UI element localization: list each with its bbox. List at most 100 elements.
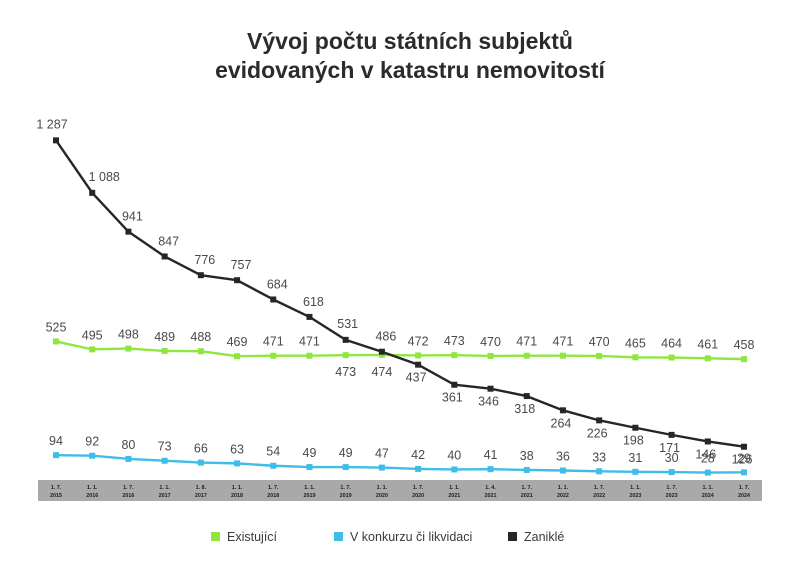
x-tick-label-day: 1. 1. <box>558 485 569 491</box>
data-point <box>270 352 277 359</box>
data-label: 847 <box>158 234 179 248</box>
data-point <box>596 352 603 359</box>
x-tick-label-day: 1. 4. <box>485 485 496 491</box>
x-tick-label-day: 1. 1. <box>377 485 388 491</box>
x-tick-label-year: 2023 <box>629 493 641 499</box>
x-tick-label-day: 1. 1. <box>87 485 98 491</box>
data-point <box>234 353 241 360</box>
data-point <box>270 462 277 469</box>
data-point <box>234 460 241 467</box>
x-tick-label-day: 1. 1. <box>159 485 170 491</box>
data-label: 495 <box>82 328 103 342</box>
data-label: 941 <box>122 210 143 224</box>
series-line-0 <box>55 340 745 361</box>
x-tick-label-year: 2016 <box>86 493 98 499</box>
x-tick-label-year: 2015 <box>50 493 62 499</box>
data-label: 30 <box>665 451 679 465</box>
data-point <box>523 393 530 400</box>
data-label: 198 <box>623 434 644 448</box>
data-point <box>487 385 494 392</box>
data-label: 31 <box>628 451 642 465</box>
data-label: 1 088 <box>89 170 120 184</box>
data-label: 73 <box>158 440 172 454</box>
data-label: 473 <box>335 365 356 379</box>
data-label: 92 <box>85 435 99 449</box>
x-tick-label-year: 2018 <box>267 493 279 499</box>
data-labels: 525 495 498 489 488 469 471 471 473 474 472 473 470 4… <box>36 117 754 466</box>
data-label: 465 <box>625 336 646 350</box>
x-tick-label-year: 2024 <box>702 493 714 499</box>
data-label: 473 <box>444 334 465 348</box>
data-point <box>89 189 96 196</box>
x-tick-label-day: 1. 1. <box>304 485 315 491</box>
data-point <box>53 338 59 345</box>
data-point <box>415 465 422 472</box>
data-label: 470 <box>589 335 610 349</box>
series-lines <box>55 139 745 474</box>
legend: Existující V konkurzu či likvidaci Zaniklé <box>211 530 564 544</box>
data-point <box>378 351 385 358</box>
legend-swatch <box>211 532 220 541</box>
data-label: 80 <box>121 438 135 452</box>
data-label: 469 <box>227 335 248 349</box>
x-tick-label-year: 2017 <box>195 493 207 499</box>
x-tick-label-year: 2019 <box>340 493 352 499</box>
x-tick-label-day: 1. 1. <box>630 485 641 491</box>
data-point <box>451 466 458 473</box>
data-label: 684 <box>267 277 288 291</box>
data-point <box>704 438 711 445</box>
data-point <box>632 424 639 431</box>
x-tick-label-year: 2017 <box>159 493 171 499</box>
data-label: 472 <box>408 334 429 348</box>
x-tick-label-day: 1. 7. <box>123 485 134 491</box>
data-label: 146 <box>695 447 716 461</box>
data-label: 49 <box>303 446 317 460</box>
chart-title: Vývoj počtu státních subjektů <box>247 28 573 54</box>
data-point <box>342 352 349 359</box>
data-point <box>632 468 639 475</box>
data-label: 531 <box>337 317 358 331</box>
data-label: 458 <box>734 338 755 352</box>
data-label: 226 <box>587 426 608 440</box>
data-label: 33 <box>592 450 606 464</box>
x-tick-label-day: 1. 7. <box>739 485 750 491</box>
data-point <box>487 466 494 473</box>
x-tick-label-year: 2024 <box>738 493 750 499</box>
data-label: 464 <box>661 337 682 351</box>
data-point <box>668 431 675 438</box>
data-label: 461 <box>697 337 718 351</box>
x-tick-label-day: 1. 1. <box>232 485 243 491</box>
x-tick-label-year: 2021 <box>448 493 460 499</box>
data-label: 486 <box>375 330 396 344</box>
chart-subtitle: evidovaných v katastru nemovitostí <box>215 57 606 83</box>
data-label: 471 <box>516 335 537 349</box>
data-label: 471 <box>299 335 320 349</box>
data-point <box>306 313 313 320</box>
x-tick-label-year: 2018 <box>231 493 243 499</box>
data-label: 63 <box>230 442 244 456</box>
data-point <box>378 464 385 471</box>
data-label: 264 <box>551 416 572 430</box>
data-label: 38 <box>520 449 534 463</box>
data-point <box>53 452 59 459</box>
data-label: 41 <box>484 448 498 462</box>
data-point <box>668 469 675 476</box>
data-label: 66 <box>194 442 208 456</box>
series-line-1 <box>55 453 745 474</box>
data-point <box>559 407 566 414</box>
x-tick-label-year: 2021 <box>521 493 533 499</box>
data-point <box>704 355 711 362</box>
data-label: 525 <box>46 320 67 334</box>
data-label: 776 <box>194 253 215 267</box>
x-tick-label-day: 1. 1. <box>449 485 460 491</box>
data-label: 471 <box>553 335 574 349</box>
data-point <box>306 352 313 359</box>
data-point <box>596 468 603 475</box>
data-point <box>704 469 711 476</box>
data-point <box>125 345 132 352</box>
data-point <box>342 464 349 471</box>
data-point <box>197 348 204 355</box>
series-markers <box>53 137 747 476</box>
x-tick-label-day: 1. 7. <box>413 485 424 491</box>
data-point <box>89 346 96 353</box>
